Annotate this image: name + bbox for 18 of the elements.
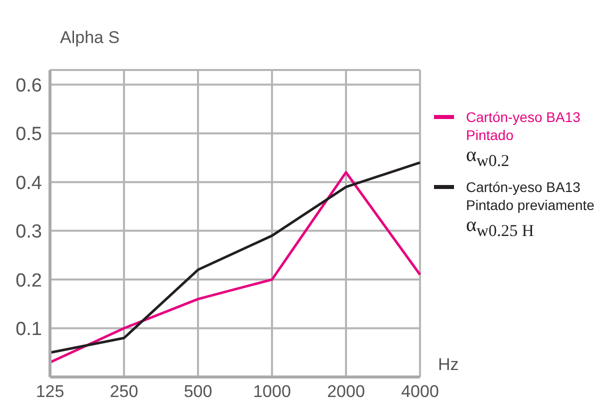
x-axis-title: Hz [438,355,459,375]
x-tick-label: 1000 [253,382,291,401]
y-tick-label: 0.6 [16,75,42,96]
text: α$_{w0.2}$ [466,144,510,172]
x-tick-label: 4000 [401,382,439,401]
x-tick-label: 250 [110,382,138,401]
text: α$_{w0.25 H}$ [466,214,535,242]
y-tick-label: 0.5 [16,124,42,146]
legend-label: Cartón-yeso BA13 Pintado previamente [466,178,596,214]
legend-label: Cartón-yeso BA13 Pintado [466,108,582,144]
y-tick-label: 0.2 [16,270,42,292]
y-tick-label: 0.3 [16,222,42,243]
x-tick-label: 500 [184,382,212,401]
y-tick-label: 0.1 [16,319,42,340]
x-tick-label: 125 [36,382,64,401]
y-tick-label: 0.4 [16,172,42,194]
y-axis-title: Alpha S [60,28,120,48]
x-tick-label: 2000 [327,382,365,401]
